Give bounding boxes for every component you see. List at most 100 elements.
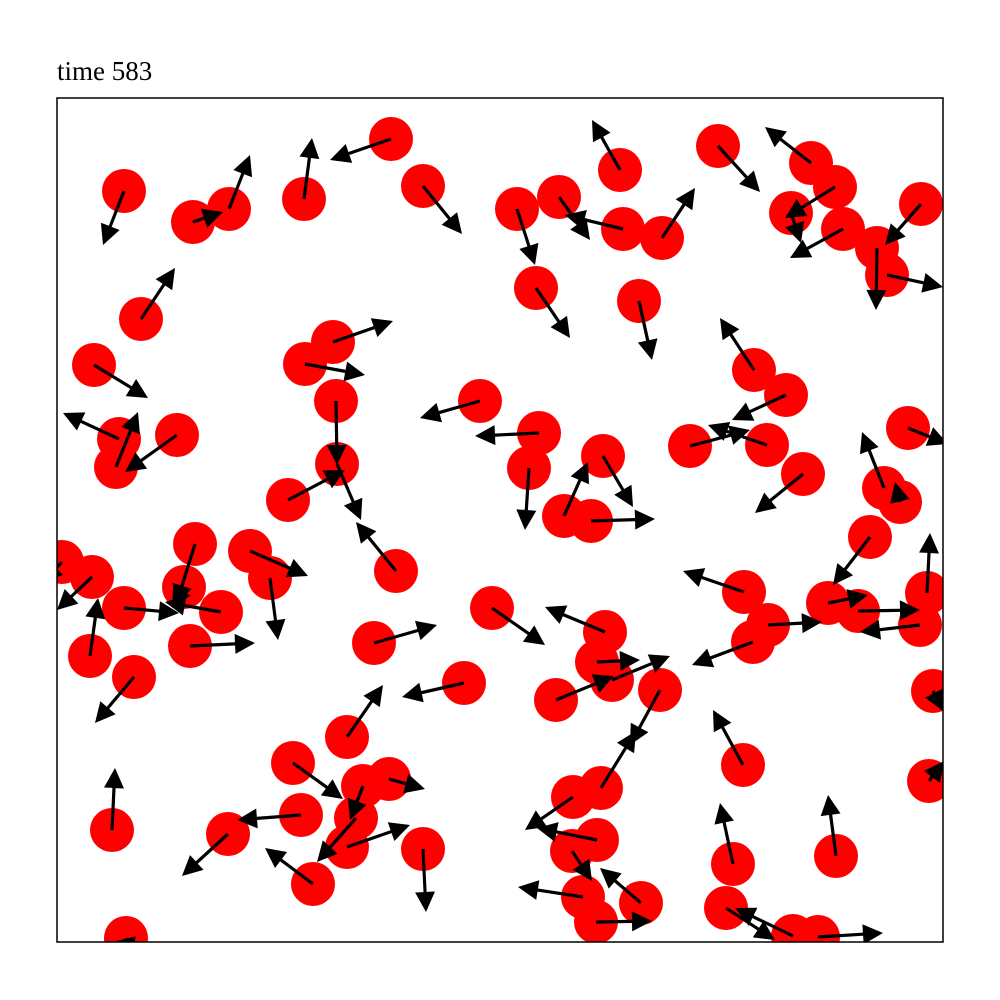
velocity-arrow — [601, 455, 633, 507]
velocity-arrow — [265, 848, 314, 886]
velocity-arrow — [326, 401, 347, 465]
velocity-arrow — [600, 868, 642, 905]
velocity-arrow — [596, 650, 640, 671]
velocity-arrow — [100, 190, 126, 245]
velocity-arrow — [790, 227, 844, 258]
chart-title: time 583 — [57, 56, 152, 86]
velocity-arrow — [820, 795, 841, 857]
velocity-arrow — [373, 620, 437, 645]
velocity-arrow — [885, 202, 923, 245]
velocity-arrow — [317, 816, 358, 862]
axes-frame — [56, 97, 944, 943]
velocity-arrow — [123, 601, 179, 622]
velocity-arrow — [345, 685, 383, 738]
velocity-arrow — [516, 467, 537, 530]
velocity-arrow — [714, 803, 735, 865]
velocity-arrow — [347, 785, 367, 820]
velocity-arrow — [525, 795, 574, 830]
velocity-arrow — [249, 549, 308, 578]
velocity-arrow — [637, 300, 658, 360]
velocity-arrow — [692, 640, 754, 668]
particle — [104, 916, 148, 942]
velocity-arrow — [292, 761, 343, 799]
velocity-arrow — [596, 911, 652, 932]
velocity-arrow — [299, 138, 320, 200]
velocity-arrow — [515, 208, 539, 265]
velocity-arrow — [104, 768, 124, 831]
velocity-arrow — [858, 600, 920, 621]
velocity-arrow — [192, 208, 223, 228]
velocity-arrow — [165, 595, 222, 616]
velocity-arrow — [713, 710, 745, 766]
velocity-arrow — [562, 462, 589, 517]
velocity-arrow — [335, 463, 363, 520]
velocity-arrow — [95, 676, 136, 723]
velocity-arrow — [919, 533, 939, 594]
velocity-arrow — [85, 598, 106, 657]
velocity-arrow — [388, 774, 425, 794]
velocity-arrow — [356, 522, 398, 572]
velocity-arrow — [116, 936, 136, 942]
velocity-arrow — [860, 619, 921, 640]
velocity-arrow — [683, 568, 745, 594]
velocity-arrow — [491, 606, 545, 645]
velocity-arrow — [415, 848, 435, 912]
velocity-arrow — [570, 850, 592, 881]
velocity-arrow — [735, 907, 794, 938]
velocity-arrow — [545, 605, 606, 634]
velocity-arrow — [402, 681, 465, 703]
velocity-arrow — [346, 822, 410, 849]
velocity-arrow — [716, 144, 760, 192]
velocity-arrow — [114, 412, 140, 468]
velocity-arrow — [330, 137, 392, 163]
velocity-arrow — [304, 361, 365, 382]
velocity-arrow — [139, 268, 175, 320]
velocity-arrow — [767, 613, 822, 634]
velocity-arrow — [720, 318, 756, 371]
velocity-arrow — [93, 363, 148, 398]
velocity-arrow — [660, 188, 695, 239]
velocity-arrow — [725, 906, 775, 940]
velocity-arrow — [420, 399, 481, 423]
velocity-arrow — [57, 575, 94, 610]
velocity-arrow — [630, 689, 662, 745]
velocity-arrow — [125, 433, 178, 472]
velocity-arrow — [765, 127, 812, 165]
velocity-arrow — [555, 674, 614, 702]
plot-area — [57, 117, 943, 942]
velocity-arrow — [63, 412, 120, 441]
velocity-arrow — [611, 654, 670, 682]
velocity-arrow — [265, 577, 286, 640]
velocity-arrow — [860, 432, 886, 489]
velocity-arrow — [907, 426, 943, 446]
velocity-arrow — [925, 688, 943, 711]
velocity-arrow — [827, 589, 868, 609]
velocity-arrow — [565, 210, 624, 231]
velocity-arrow — [817, 924, 883, 942]
velocity-arrow — [237, 808, 302, 829]
velocity-arrow — [866, 248, 887, 310]
velocity-arrow — [732, 393, 787, 421]
velocity-arrow — [833, 536, 872, 585]
velocity-arrow — [287, 470, 345, 502]
velocity-arrow — [886, 273, 943, 293]
velocity-arrow — [755, 472, 804, 513]
velocity-arrow — [518, 880, 584, 900]
velocity-arrow — [534, 287, 570, 338]
velocity-arrow — [475, 425, 540, 446]
velocity-arrow — [537, 822, 598, 842]
velocity-arrow — [227, 155, 253, 210]
velocity-arrow — [599, 731, 636, 789]
velocity-arrow — [182, 832, 230, 876]
velocity-arrow — [592, 120, 622, 171]
velocity-arrow — [785, 185, 836, 218]
velocity-arrow — [591, 509, 655, 530]
velocity-arrow — [57, 560, 64, 577]
velocity-arrow — [421, 185, 462, 234]
velocity-arrow — [189, 633, 255, 654]
velocity-arrow — [785, 212, 805, 243]
velocity-arrow — [924, 761, 943, 783]
velocity-arrow — [332, 318, 393, 344]
velocity-arrow — [708, 422, 768, 447]
